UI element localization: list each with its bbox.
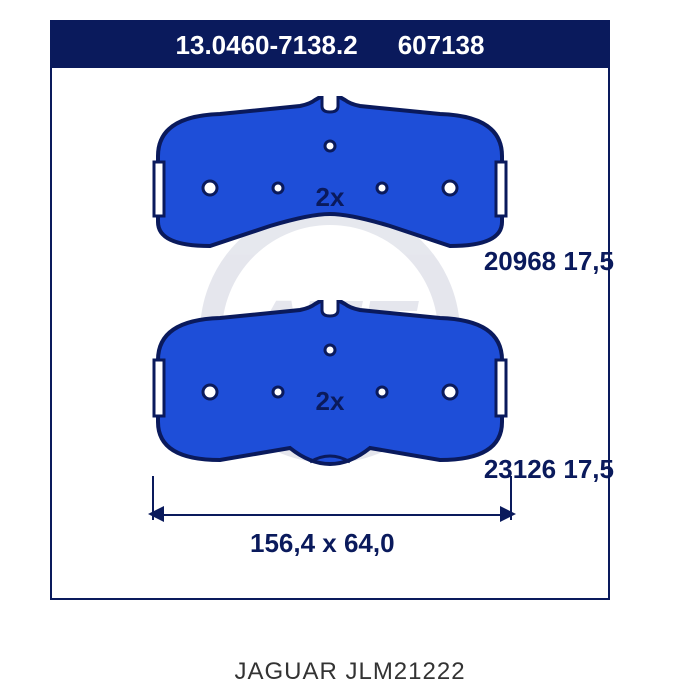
pad1-qty: 2x [316, 182, 345, 213]
dimensions-label: 156,4 x 64,0 [250, 528, 395, 559]
content-area: ATE [52, 68, 608, 598]
diagram-frame: 13.0460-7138.2 607138 ATE [50, 20, 610, 600]
dim-arrow-left [148, 506, 166, 522]
dim-arrow-right [498, 506, 516, 522]
pad2-code-thickness: 23126 17,5 [484, 454, 614, 485]
header-bar: 13.0460-7138.2 607138 [52, 22, 608, 68]
dim-line [152, 514, 512, 516]
brake-pad-upper: 2x [150, 96, 510, 260]
product-caption: JAGUAR JLM21222 [0, 658, 700, 686]
pad1-code-thickness: 20968 17,5 [484, 246, 614, 277]
part-number-1: 13.0460-7138.2 [176, 30, 358, 61]
part-number-2: 607138 [398, 30, 485, 61]
pad2-qty: 2x [316, 386, 345, 417]
brake-pad-lower: 2x [150, 300, 510, 472]
